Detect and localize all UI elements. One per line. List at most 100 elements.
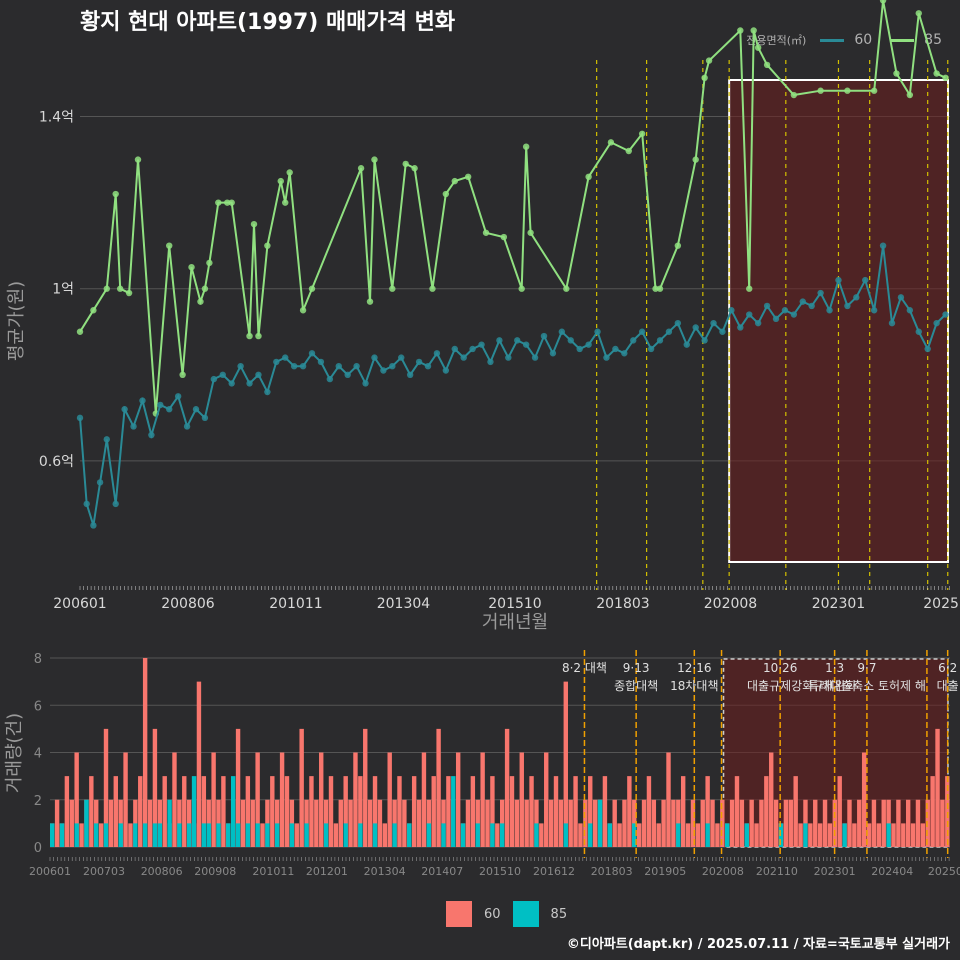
data-point-60	[96, 479, 104, 486]
data-point-85	[389, 285, 396, 292]
bar-85	[407, 823, 412, 847]
bar-60	[920, 823, 926, 847]
bar-85	[426, 823, 432, 847]
data-point-60	[612, 345, 619, 353]
bar-60	[793, 776, 798, 847]
policy-label: 대출	[937, 679, 959, 693]
x-tick-label: 202008	[702, 865, 744, 878]
bar-60	[656, 823, 661, 847]
policy-label: 6·2	[938, 661, 957, 675]
bar-85	[84, 799, 89, 847]
bar-60	[827, 823, 833, 847]
bar-60	[578, 823, 583, 847]
data-point-60	[531, 354, 539, 361]
data-point-85	[585, 173, 592, 181]
bar-85	[216, 823, 221, 847]
bar-85	[803, 823, 808, 847]
bar-60	[783, 799, 789, 847]
data-point-85	[906, 91, 914, 99]
bar-60	[470, 776, 476, 847]
bar-85	[167, 799, 172, 847]
bar-60	[284, 776, 290, 847]
y-tick-label: 6	[34, 699, 42, 714]
data-point-60	[192, 406, 200, 413]
bar-60	[588, 776, 593, 847]
bar-60	[455, 752, 461, 847]
x-tick-label: 202008	[704, 596, 757, 612]
data-point-60	[674, 319, 682, 327]
x-tick-label: 201905	[644, 865, 686, 878]
bar-60	[891, 823, 896, 847]
bar-60	[617, 823, 622, 847]
bar-60	[563, 681, 568, 847]
bar-60	[910, 823, 916, 847]
bar-60	[558, 799, 564, 847]
bar-60	[79, 823, 84, 847]
data-point-60	[121, 406, 128, 413]
data-point-85	[527, 229, 534, 236]
bar-60	[715, 823, 720, 847]
data-point-60	[790, 311, 798, 318]
bar-60	[235, 728, 241, 847]
bar-60	[162, 776, 167, 847]
bar-60	[328, 776, 334, 847]
bar-85	[490, 823, 495, 847]
data-point-60	[540, 332, 548, 340]
bar-60	[837, 776, 842, 847]
bar-60	[397, 776, 402, 847]
bar-85	[245, 823, 251, 847]
bar-60	[646, 776, 652, 847]
data-point-60	[933, 319, 940, 327]
data-point-60	[638, 328, 646, 335]
volume-chart: 0 2 4 6 8 8·2 대책 9·13 종합대책 12·16 18차대책 10·26 대출규제강화…	[4, 650, 960, 878]
data-point-85	[701, 74, 708, 82]
data-point-85	[482, 229, 490, 236]
x-tick-label: 200601	[53, 596, 106, 612]
data-point-85	[763, 61, 771, 69]
data-point-85	[754, 44, 762, 51]
bar-60	[367, 799, 373, 847]
bar-85	[778, 823, 784, 847]
data-point-60	[558, 328, 566, 335]
bar-60	[240, 799, 246, 847]
chart-title: 황지 현대 아파트(1997) 매매가격 변화	[80, 10, 456, 35]
data-point-60	[353, 362, 360, 370]
data-point-85	[308, 285, 316, 292]
data-point-85	[563, 285, 570, 292]
bar-60	[245, 776, 251, 847]
bar-60	[754, 823, 759, 847]
bar-60	[348, 799, 353, 847]
bar-60	[343, 776, 348, 847]
data-point-85	[188, 264, 195, 271]
bar-85	[177, 823, 182, 847]
y-tick-label: 2	[34, 794, 42, 809]
data-point-60	[906, 307, 914, 314]
data-point-85	[879, 0, 887, 4]
bar-60	[705, 776, 710, 847]
bar-60	[651, 799, 657, 847]
bar-60	[436, 728, 441, 847]
data-point-60	[273, 358, 280, 366]
data-point-85	[371, 156, 378, 163]
bar-85	[201, 823, 207, 847]
data-point-60	[83, 500, 90, 508]
bar-60	[666, 752, 671, 847]
data-point-85	[817, 87, 824, 94]
bar-85	[304, 823, 309, 847]
bar-60	[915, 799, 921, 847]
bar-60	[480, 752, 485, 847]
data-point-85	[224, 199, 231, 206]
data-point-60	[746, 311, 753, 318]
bar-60	[861, 752, 867, 847]
bar-60	[729, 799, 735, 847]
bar-85	[451, 776, 456, 847]
bar-60	[568, 799, 573, 847]
bar-60	[901, 823, 906, 847]
bar-60	[255, 752, 260, 847]
legend-label-60: 60	[854, 32, 873, 48]
bar-60	[138, 776, 143, 847]
legend-bottom-label-60: 60	[484, 906, 501, 922]
bar-60	[363, 728, 368, 847]
bar-60	[524, 799, 529, 847]
data-point-60	[585, 341, 592, 348]
